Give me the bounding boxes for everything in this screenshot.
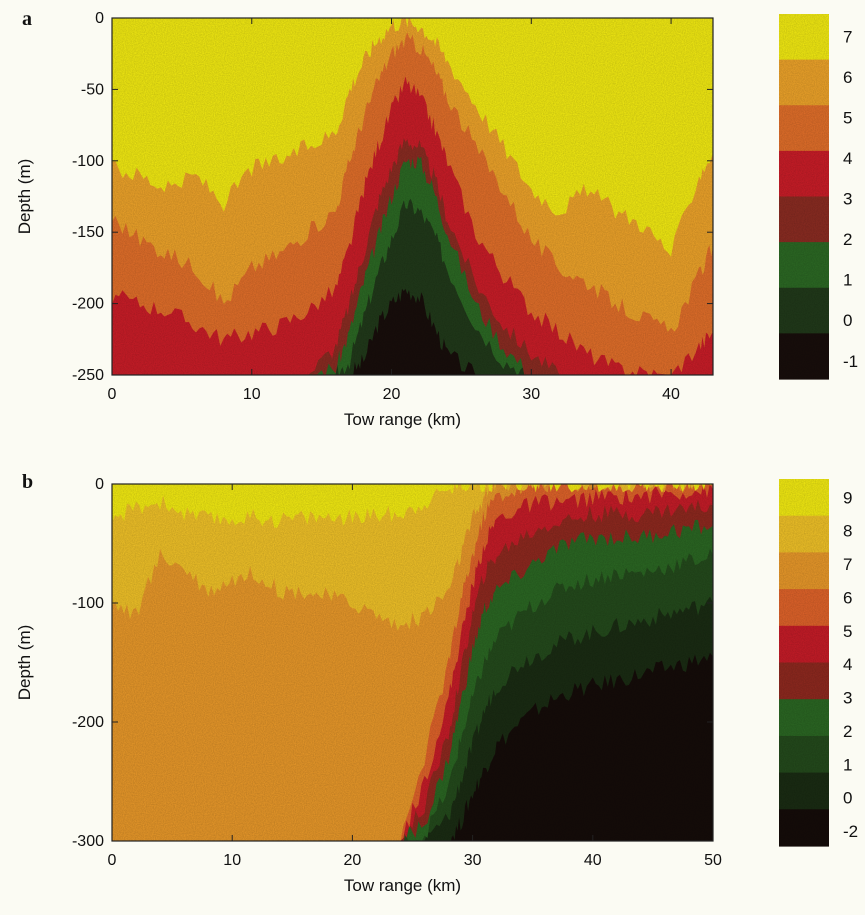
plot-frame — [111, 17, 714, 376]
colorbar: 9 8 7 6 5 4 3 2 1 0 -2 — [779, 479, 858, 847]
colorbar-tick-label: 6 — [843, 588, 852, 607]
colorbar-tick-label: 8 — [843, 522, 852, 541]
y-tick-label: -200 — [72, 714, 104, 731]
x-tick-label: 0 — [108, 386, 117, 403]
plot-frame — [111, 483, 714, 842]
x-tick-label: 30 — [464, 852, 482, 869]
x-tick-label: 20 — [344, 852, 362, 869]
y-tick-label: 0 — [95, 476, 104, 493]
colorbar-tick-label: 0 — [843, 311, 852, 330]
x-tick-label: 50 — [704, 852, 722, 869]
y-tick-label: -300 — [72, 833, 104, 850]
colorbar-tick-label: 5 — [843, 108, 852, 127]
x-tick-label: 10 — [243, 386, 261, 403]
y-tick-label: 0 — [95, 10, 104, 27]
x-tick-label: 40 — [584, 852, 602, 869]
colorbar-tick-label: 2 — [843, 230, 852, 249]
colorbar-tick-label: -1 — [843, 352, 858, 371]
panel-letter: b — [22, 471, 33, 493]
colorbar-tick-label: 2 — [843, 722, 852, 741]
panel-letter: a — [22, 8, 32, 30]
colorbar-tick-label: 4 — [843, 149, 852, 168]
colorbar: 7 6 5 4 3 2 1 0 -1 — [779, 14, 858, 380]
x-tick-label: 0 — [108, 852, 117, 869]
y-axis-label: Depth (m) — [15, 625, 34, 701]
colorbar-tick-label: 6 — [843, 68, 852, 87]
colorbar-tick-label: 5 — [843, 622, 852, 641]
y-tick-label: -100 — [72, 153, 104, 170]
x-tick-label: 40 — [662, 386, 680, 403]
colorbar-tick-label: 7 — [843, 555, 852, 574]
x-tick-label: 10 — [223, 852, 241, 869]
y-tick-label: -200 — [72, 296, 104, 313]
colorbar-texture — [779, 14, 829, 379]
colorbar-tick-label: 3 — [843, 190, 852, 209]
y-tick-label: -150 — [72, 224, 104, 241]
heatmap-field — [112, 18, 713, 375]
heatmap-field — [112, 484, 713, 841]
y-axis-label: Depth (m) — [15, 159, 34, 235]
colorbar-tick-label: 9 — [843, 488, 852, 507]
colorbar-tick-label: 1 — [843, 755, 852, 774]
colorbar-tick-label: 4 — [843, 655, 852, 674]
y-tick-label: -250 — [72, 367, 104, 384]
colorbar-texture — [779, 479, 829, 846]
heatmap-texture — [112, 18, 713, 375]
x-axis-label: Tow range (km) — [344, 410, 461, 429]
x-tick-label: 30 — [522, 386, 540, 403]
x-axis-label: Tow range (km) — [344, 876, 461, 895]
colorbar-tick-label: 1 — [843, 271, 852, 290]
colorbar-tick-label: 0 — [843, 789, 852, 808]
y-tick-label: -50 — [81, 81, 104, 98]
colorbar-tick-label: 3 — [843, 689, 852, 708]
heatmap-texture — [112, 484, 713, 841]
x-tick-label: 20 — [383, 386, 401, 403]
colorbar-tick-label: 7 — [843, 27, 852, 46]
y-tick-label: -100 — [72, 595, 104, 612]
colorbar-tick-label: -2 — [843, 822, 858, 841]
